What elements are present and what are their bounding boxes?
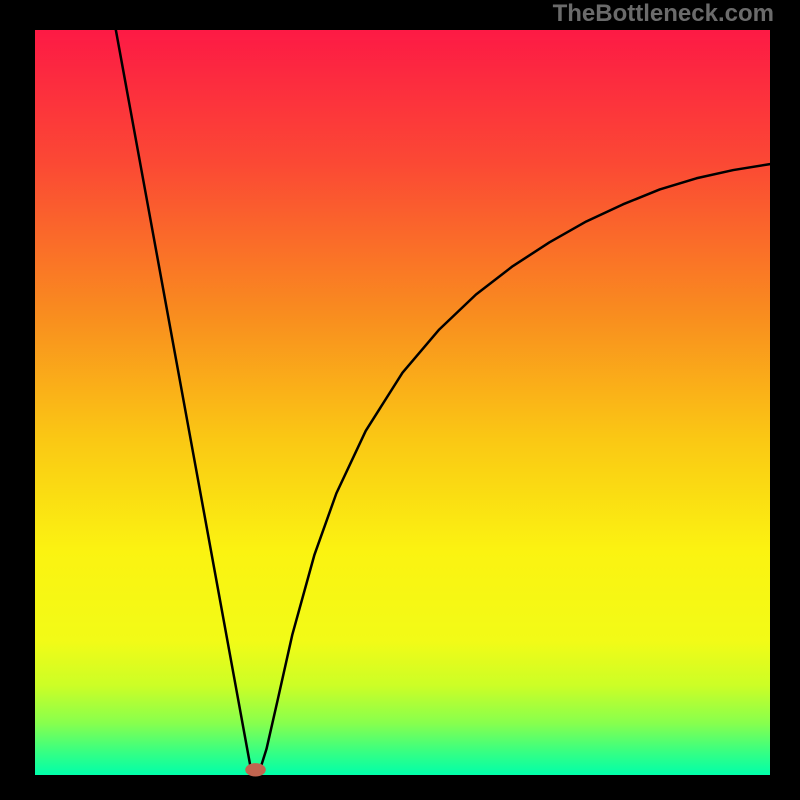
watermark-text: TheBottleneck.com <box>553 0 774 28</box>
plot-background <box>35 30 770 775</box>
bottleneck-chart <box>0 0 800 800</box>
minimum-marker <box>245 763 266 776</box>
chart-frame: TheBottleneck.com <box>0 0 800 800</box>
